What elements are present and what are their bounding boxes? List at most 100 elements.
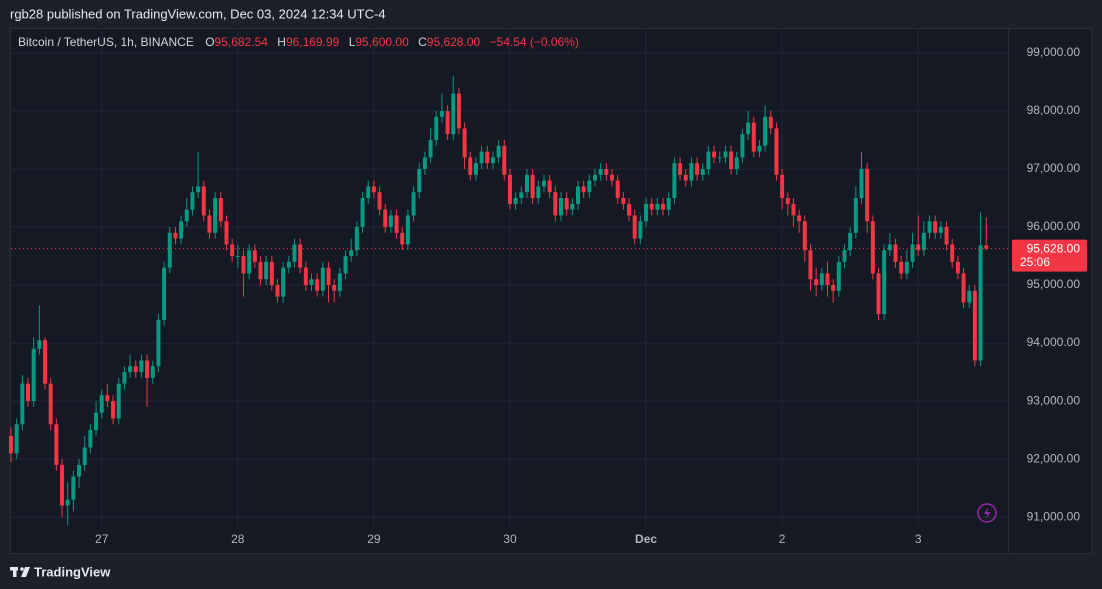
candle-body bbox=[48, 383, 53, 425]
x-tick-label: 29 bbox=[367, 532, 381, 546]
candle-body bbox=[706, 151, 711, 169]
candle-body bbox=[184, 209, 189, 222]
candle-body bbox=[269, 261, 274, 286]
candle-body bbox=[513, 198, 518, 204]
candle-body bbox=[417, 168, 422, 193]
candle-body bbox=[258, 261, 263, 280]
candle-body bbox=[434, 116, 439, 140]
candle-body bbox=[439, 110, 444, 117]
candle-body bbox=[729, 151, 734, 169]
candle-body bbox=[791, 203, 796, 216]
candle-body bbox=[9, 435, 13, 454]
candle-body bbox=[649, 203, 654, 210]
footer-brand: TradingView bbox=[34, 564, 111, 579]
y-tick-label: 99,000.00 bbox=[1027, 45, 1081, 59]
candle-body bbox=[893, 244, 898, 262]
candle-body bbox=[133, 366, 138, 373]
candle-body bbox=[757, 145, 762, 152]
candle-body bbox=[173, 232, 178, 239]
candle-body bbox=[247, 250, 252, 274]
candle-body bbox=[167, 232, 172, 268]
y-tick-label: 94,000.00 bbox=[1027, 335, 1081, 349]
candle-layer bbox=[9, 76, 1008, 526]
candle-body bbox=[859, 168, 864, 199]
candle-body bbox=[371, 186, 376, 193]
candle-body bbox=[332, 285, 337, 291]
candle-body bbox=[615, 180, 620, 199]
candle-body bbox=[207, 215, 212, 233]
candle-body bbox=[309, 279, 314, 286]
candle-body bbox=[882, 250, 887, 315]
candle-body bbox=[145, 360, 150, 378]
x-tick-label: 30 bbox=[503, 532, 517, 546]
candle-body bbox=[655, 203, 660, 210]
candle-body bbox=[870, 221, 875, 274]
candle-body bbox=[320, 267, 325, 291]
candle-body bbox=[14, 424, 19, 454]
candle-body bbox=[740, 134, 745, 158]
candle-body bbox=[644, 203, 649, 222]
candle-body bbox=[445, 110, 450, 135]
candle-body bbox=[388, 215, 393, 228]
legend: Bitcoin / TetherUS, 1h, BINANCE O95,682.… bbox=[18, 35, 579, 49]
candle-body bbox=[967, 290, 972, 303]
legend-key: H bbox=[277, 35, 286, 49]
alert-icon-ring[interactable] bbox=[977, 503, 997, 523]
candle-body bbox=[768, 116, 773, 129]
candle-body bbox=[190, 192, 195, 210]
candle-body bbox=[853, 198, 858, 233]
legend-key: L bbox=[349, 35, 356, 49]
candle-body bbox=[65, 499, 70, 506]
candle-body bbox=[672, 163, 677, 199]
candle-body bbox=[836, 261, 841, 291]
candle-body bbox=[797, 215, 802, 222]
candle-body bbox=[468, 157, 473, 175]
candle-body bbox=[315, 279, 320, 291]
candle-body bbox=[37, 340, 42, 349]
legend-value: 96,169.99 bbox=[286, 35, 340, 49]
candle-body bbox=[383, 209, 388, 228]
candle-body bbox=[82, 447, 87, 465]
candle-body bbox=[507, 174, 512, 204]
x-tick-label: 2 bbox=[779, 532, 786, 546]
candle-body bbox=[763, 116, 768, 146]
candle-body bbox=[831, 285, 836, 291]
candle-body bbox=[456, 93, 461, 129]
y-tick-label: 98,000.00 bbox=[1027, 103, 1081, 117]
candle-body bbox=[524, 174, 529, 193]
alert-icon-bolt[interactable] bbox=[984, 507, 991, 519]
legend-key: C bbox=[418, 35, 427, 49]
candle-body bbox=[746, 122, 751, 135]
candle-body bbox=[553, 192, 558, 216]
candle-body bbox=[570, 203, 575, 210]
candle-body bbox=[241, 256, 246, 274]
candle-body bbox=[825, 273, 830, 286]
candle-body bbox=[530, 174, 535, 199]
candle-body bbox=[604, 168, 609, 175]
candle-body bbox=[972, 290, 977, 361]
candle-body bbox=[717, 157, 722, 159]
candle-body bbox=[105, 395, 110, 402]
candle-body bbox=[661, 203, 666, 210]
legend-change: −54.54 (−0.06%) bbox=[490, 35, 579, 49]
candle-body bbox=[349, 250, 354, 257]
candle-body bbox=[286, 261, 291, 268]
candle-body bbox=[275, 285, 280, 297]
candle-body bbox=[904, 261, 909, 274]
candle-body bbox=[961, 273, 966, 303]
candle-body bbox=[201, 186, 206, 216]
y-tick-label: 92,000.00 bbox=[1027, 451, 1081, 465]
y-tick-label: 93,000.00 bbox=[1027, 393, 1081, 407]
countdown-label: 25:06 bbox=[1020, 255, 1050, 269]
candle-body bbox=[819, 273, 824, 286]
y-tick-label: 91,000.00 bbox=[1027, 509, 1081, 523]
candle-body bbox=[235, 256, 240, 258]
axis-layer: 91,000.00 92,000.00 93,000.00 94,000.00 95,0… bbox=[95, 45, 1087, 546]
alert-icon[interactable] bbox=[977, 503, 997, 523]
candle-body bbox=[411, 192, 416, 216]
candle-body bbox=[94, 412, 99, 431]
candle-body bbox=[944, 227, 949, 245]
candle-body bbox=[785, 198, 790, 204]
candle-body bbox=[71, 476, 76, 500]
